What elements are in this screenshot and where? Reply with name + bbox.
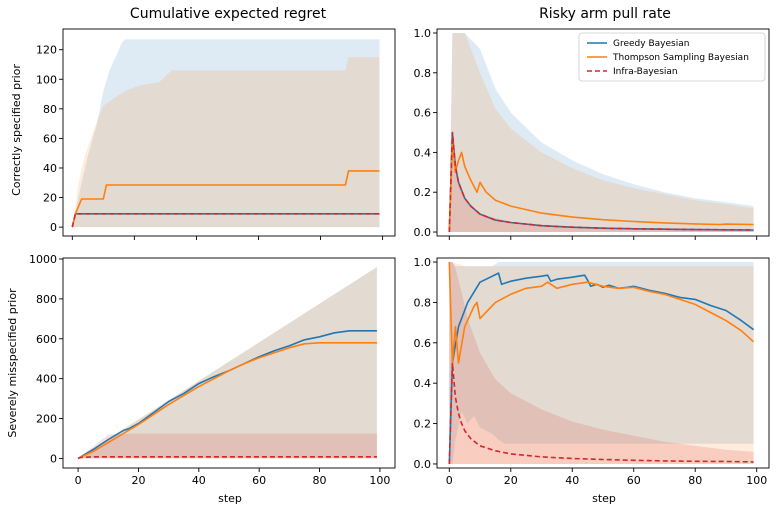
col-title-regret: Cumulative expected regret [130,6,327,22]
axes-frame [436,257,770,469]
y-tick-label: 800 [36,293,57,306]
x-tick-label: 80 [688,474,702,487]
series-line-infra [448,131,754,233]
band-greedy [449,262,754,464]
y-tick-label: 80 [43,103,57,116]
x-tick-label: 20 [131,474,145,487]
legend-label: Greedy Bayesian [613,39,689,49]
row-label-correct-prior: Correctly specified prior [10,64,23,196]
x-tick-label: 40 [565,474,579,487]
series-line-thompson [448,261,755,364]
legend-frame [578,32,766,82]
y-tick-label: 0.8 [414,67,432,80]
plot-area [77,267,377,460]
x-tick-label: 0 [446,474,453,487]
y-tick-label: 20 [43,192,57,205]
legend-label: Thompson Sampling Bayesian [612,53,749,63]
y-tick-label: 0.4 [414,146,432,159]
panel-bottom-right: 0.0 0.2 0.4 0.6 0.8 1.0 0 20 40 60 80 100 [414,256,770,487]
x-tick-label: 60 [627,474,641,487]
legend: Greedy Bayesian Thompson Sampling Bayesia… [578,32,766,82]
x-tick-label: 60 [252,474,266,487]
y-tick-label: 1.0 [414,256,432,269]
series-line-infra [71,213,380,228]
y-tick-label: 0.6 [414,107,432,120]
band-greedy [72,39,380,228]
band-thompson [78,267,377,459]
axes-frame [436,28,770,237]
legend-label: Infra-Bayesian [613,67,678,77]
y-tick-label: 600 [36,333,57,346]
panel-bottom-left: 0 200 400 600 800 1000 0 20 40 60 80 100 [29,253,396,487]
band-infra [449,132,754,232]
y-tick-label: 0.0 [414,226,432,239]
x-tick-label: 100 [369,474,390,487]
y-tick-label: 400 [36,373,57,386]
y-tick-label: 100 [36,73,57,86]
x-tick-label: 40 [192,474,206,487]
y-tick-label: 0.4 [414,377,432,390]
y-tick-label: 120 [36,44,57,57]
xlabel-right: step [592,492,616,505]
y-tick-label: 0 [50,221,57,234]
y-tick-label: 0.2 [414,418,432,431]
series-line-infra [77,455,377,460]
series-line-infra [448,362,754,465]
y-tick-label: 0.8 [414,296,432,309]
y-tick-label: 60 [43,132,57,145]
y-tick-label: 0.6 [414,337,432,350]
band-thompson [449,262,754,464]
plot-area [71,39,380,228]
band-thompson [449,33,754,232]
y-tick-label: 1000 [29,253,57,266]
x-tick-label: 0 [75,474,82,487]
band-infra [78,433,377,459]
series-line-greedy [77,329,377,460]
panel-top-left: 0 20 40 60 80 100 120 [36,28,396,240]
x-tick-label: 20 [504,474,518,487]
xlabel-left: step [218,492,242,505]
y-tick-label: 0.0 [414,458,432,471]
y-tick-label: 200 [36,413,57,426]
row-label-misspecified-prior: Severely misspecified prior [6,288,19,438]
series-line-thompson [448,141,754,233]
band-greedy [78,267,377,459]
x-tick-label: 100 [746,474,767,487]
axes-frame [62,28,396,237]
x-tick-label: 80 [313,474,327,487]
series-line-thompson [71,170,380,228]
y-tick-label: 0.2 [414,186,432,199]
y-tick-label: 40 [43,162,57,175]
axes-frame [62,257,396,469]
col-title-pull-rate: Risky arm pull rate [539,6,671,22]
band-greedy [449,33,754,232]
y-tick-label: 0 [50,452,57,465]
y-tick-label: 1.0 [414,27,432,40]
band-infra [449,262,754,464]
series-line-thompson [77,341,377,460]
plot-area [448,33,754,233]
panel-top-right: 0.0 0.2 0.4 0.6 0.8 1.0 [414,27,770,240]
series-line-greedy [448,272,755,465]
plot-area [448,261,755,465]
